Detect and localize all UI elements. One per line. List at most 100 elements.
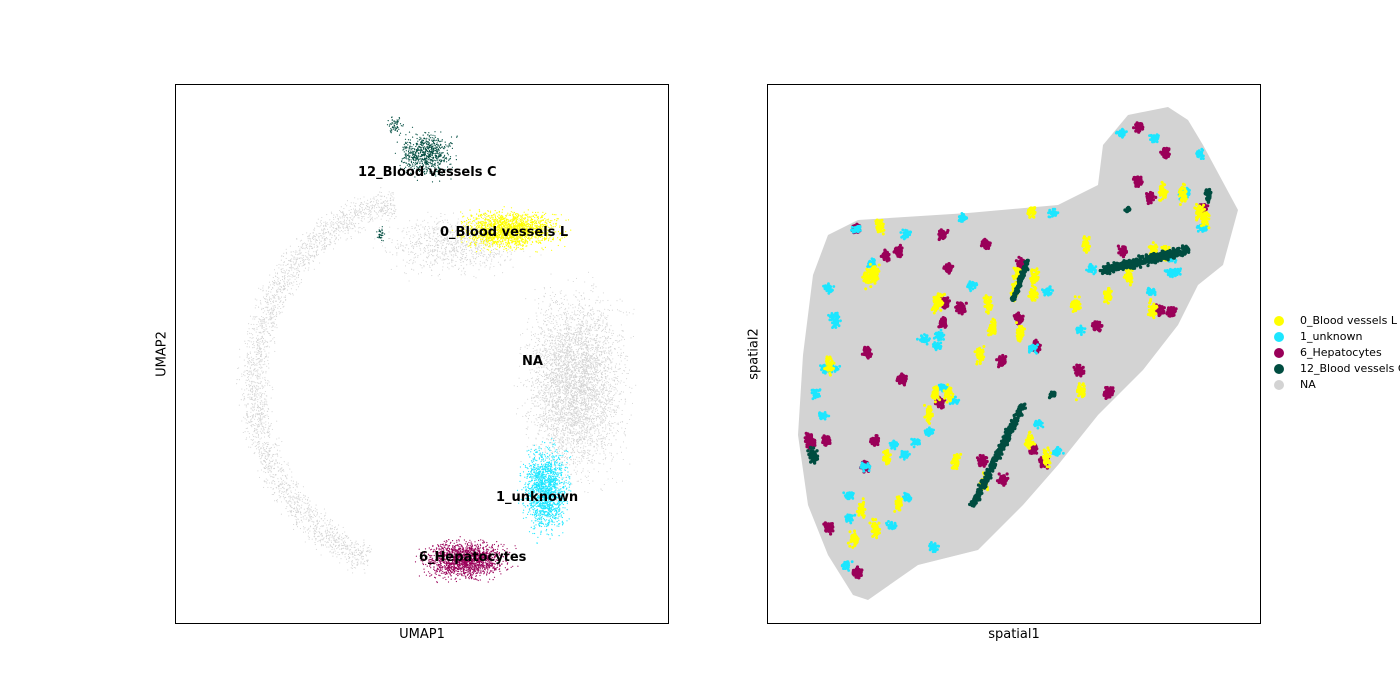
data-point xyxy=(288,270,290,272)
data-point xyxy=(334,540,336,542)
data-point xyxy=(331,552,333,554)
data-point xyxy=(305,510,307,512)
data-point xyxy=(579,303,581,305)
data-point xyxy=(389,207,391,209)
data-point xyxy=(258,352,260,354)
data-point xyxy=(562,442,564,444)
data-point xyxy=(260,332,262,334)
data-point xyxy=(574,415,576,417)
data-point xyxy=(363,196,365,198)
data-point xyxy=(535,312,537,314)
data-point xyxy=(274,492,276,494)
data-point xyxy=(347,554,349,556)
data-point xyxy=(273,296,275,298)
data-point xyxy=(570,326,572,328)
data-point xyxy=(576,406,579,408)
data-point xyxy=(616,430,619,432)
data-point xyxy=(545,423,547,425)
data-point xyxy=(618,401,620,403)
data-point xyxy=(544,311,546,313)
data-point xyxy=(587,462,589,464)
data-point xyxy=(271,280,274,282)
data-point xyxy=(609,428,611,430)
data-point xyxy=(276,272,279,274)
data-point xyxy=(265,464,268,466)
data-point xyxy=(351,228,353,230)
data-point xyxy=(603,347,605,349)
data-point xyxy=(345,544,347,546)
data-point xyxy=(342,211,344,213)
data-point xyxy=(267,287,270,289)
data-point xyxy=(264,301,266,303)
data-point xyxy=(280,286,282,288)
data-point xyxy=(607,370,609,372)
data-point xyxy=(599,404,602,406)
data-point xyxy=(308,520,310,522)
data-point xyxy=(570,361,572,363)
data-point xyxy=(549,357,551,359)
data-point xyxy=(568,419,570,421)
data-point xyxy=(364,207,367,209)
data-point xyxy=(566,360,568,362)
data-point xyxy=(285,476,287,478)
data-point xyxy=(298,495,300,497)
data-point xyxy=(272,282,275,284)
data-point xyxy=(270,457,272,459)
data-point xyxy=(251,398,253,400)
data-point xyxy=(564,406,566,408)
data-point xyxy=(326,541,328,543)
data-point xyxy=(267,292,269,295)
data-point xyxy=(290,512,292,514)
data-point xyxy=(239,348,241,350)
data-point xyxy=(272,309,274,312)
data-point xyxy=(354,197,356,199)
data-point xyxy=(333,232,335,234)
data-point xyxy=(277,486,280,488)
data-point xyxy=(580,345,582,347)
data-point xyxy=(393,213,395,215)
data-point xyxy=(600,488,602,490)
data-point xyxy=(349,550,351,552)
data-point xyxy=(321,235,323,237)
data-point xyxy=(302,516,304,518)
data-point xyxy=(353,551,355,553)
data-point xyxy=(363,209,366,211)
data-point xyxy=(556,322,558,324)
data-point xyxy=(572,402,574,404)
data-point xyxy=(256,428,258,431)
data-point xyxy=(261,320,263,322)
data-point xyxy=(615,363,617,365)
data-point xyxy=(587,315,589,317)
data-point xyxy=(330,541,333,544)
data-point xyxy=(599,340,601,342)
data-point xyxy=(271,428,273,430)
data-point xyxy=(576,420,578,422)
data-point xyxy=(272,305,274,307)
data-point xyxy=(357,543,360,545)
data-point xyxy=(286,488,288,490)
data-point xyxy=(283,470,285,472)
data-point xyxy=(551,412,553,414)
data-point xyxy=(570,353,572,355)
data-point xyxy=(613,411,615,413)
data-point xyxy=(292,261,294,263)
data-point xyxy=(333,539,335,542)
data-point xyxy=(375,203,377,205)
data-point xyxy=(343,219,345,221)
data-point xyxy=(292,510,295,513)
data-point xyxy=(324,225,326,227)
data-point xyxy=(574,312,576,314)
data-point xyxy=(599,341,601,343)
data-point xyxy=(599,337,601,339)
data-point xyxy=(561,412,564,414)
data-point xyxy=(538,303,540,305)
data-point xyxy=(328,538,330,540)
data-point xyxy=(257,378,259,380)
data-point xyxy=(270,475,272,477)
data-point xyxy=(392,199,394,201)
data-point xyxy=(582,441,584,443)
data-point xyxy=(583,379,585,381)
data-point xyxy=(537,337,539,339)
data-point xyxy=(263,416,265,418)
data-point xyxy=(565,347,567,349)
